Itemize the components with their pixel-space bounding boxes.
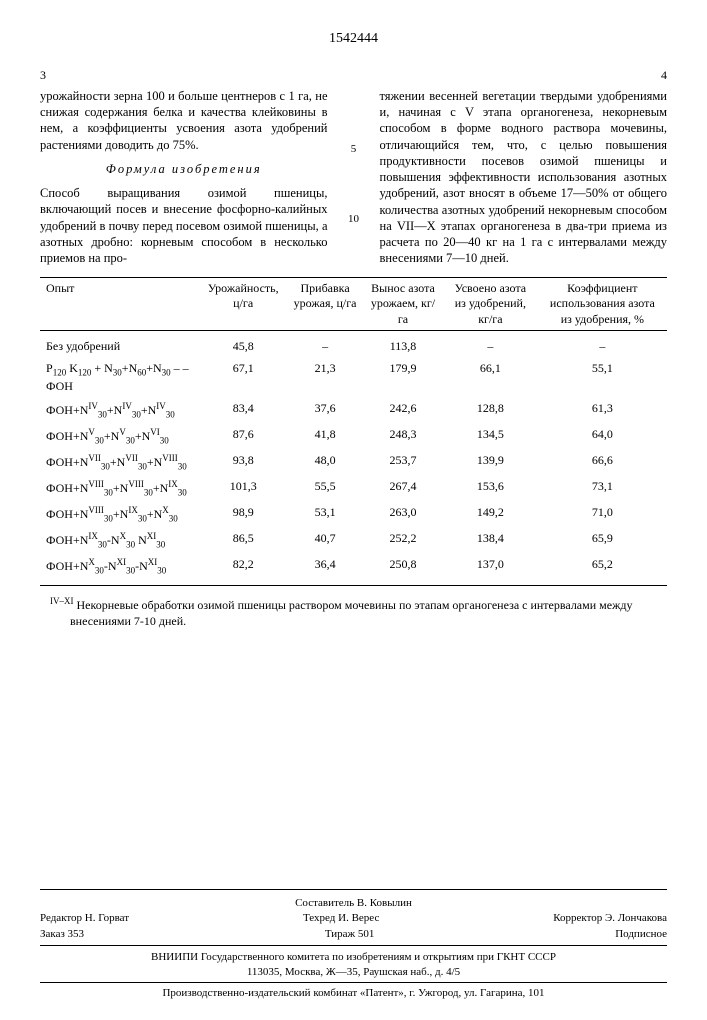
cell: 250,8 (363, 554, 443, 586)
row-label: ФОН+NX30-NXI30-NXI30 (40, 554, 199, 586)
row-label: ФОН+NV30+NV30+NVI30 (40, 424, 199, 450)
cell: 45,8 (199, 331, 287, 358)
cell: 55,5 (287, 476, 363, 502)
row-label: ФОН+NIX30-NX30 NXI30 (40, 528, 199, 554)
cell: 149,2 (443, 502, 538, 528)
cell: 153,6 (443, 476, 538, 502)
table-row: ФОН+NVIII30+NVIII30+NIX30101,355,5267,41… (40, 476, 667, 502)
cell: 40,7 (287, 528, 363, 554)
footnote-text: Некорневые обработки озимой пшеницы раст… (70, 598, 632, 628)
row-label: ФОН+NVIII30+NIX30+NX30 (40, 502, 199, 528)
cell: 253,7 (363, 450, 443, 476)
page-right: 4 (661, 68, 667, 84)
row-label: ФОН+NVII30+NVII30+NVIII30 (40, 450, 199, 476)
cell: 21,3 (287, 358, 363, 398)
cell: 179,9 (363, 358, 443, 398)
editor: Редактор Н. Горват (40, 911, 129, 925)
table-row: ФОН+NVIII30+NIX30+NX3098,953,1263,0149,2… (40, 502, 667, 528)
org2: 113035, Москва, Ж—35, Раушская наб., д. … (40, 965, 667, 979)
row-label: P120 K120 + N30+N60+N30 – –ФОН (40, 358, 199, 398)
formula-title: Формула изобретения (40, 161, 328, 177)
table-row: ФОН+NIX30-NX30 NXI3086,540,7252,2138,465… (40, 528, 667, 554)
cell: 65,2 (538, 554, 667, 586)
cell: 98,9 (199, 502, 287, 528)
data-table: ОпытУрожайность, ц/гаПрибавка урожая, ц/… (40, 277, 667, 587)
cell: 242,6 (363, 398, 443, 424)
org1: ВНИИПИ Государственного комитета по изоб… (40, 950, 667, 964)
table-row: ФОН+NVII30+NVII30+NVIII3093,848,0253,713… (40, 450, 667, 476)
line-5: 5 (348, 142, 360, 156)
cell: 66,1 (443, 358, 538, 398)
cell: 113,8 (363, 331, 443, 358)
col-header: Урожайность, ц/га (199, 277, 287, 331)
cell: – (443, 331, 538, 358)
patent-number: 1542444 (40, 30, 667, 48)
cell: 66,6 (538, 450, 667, 476)
col-header: Усвоено азота из удобрений, кг/га (443, 277, 538, 331)
left-column: урожайности зерна 100 и больше центнеров… (40, 88, 328, 267)
order: Заказ 353 (40, 927, 84, 941)
cell: 248,3 (363, 424, 443, 450)
table-row: ФОН+NV30+NV30+NVI3087,641,8248,3134,564,… (40, 424, 667, 450)
cell: 128,8 (443, 398, 538, 424)
left-p1: урожайности зерна 100 и больше центнеров… (40, 88, 328, 153)
col-header: Опыт (40, 277, 199, 331)
table-row: ФОН+NIV30+NIV30+NIV3083,437,6242,6128,86… (40, 398, 667, 424)
cell: 87,6 (199, 424, 287, 450)
cell: 139,9 (443, 450, 538, 476)
page-left: 3 (40, 68, 46, 84)
tech: Техред И. Верес (303, 911, 379, 925)
cell: 82,2 (199, 554, 287, 586)
cell: 64,0 (538, 424, 667, 450)
org3: Производственно-издательский комбинат «П… (40, 982, 667, 1000)
row-label: Без удобрений (40, 331, 199, 358)
table-row: ФОН+NX30-NXI30-NXI3082,236,4250,8137,065… (40, 554, 667, 586)
cell: 65,9 (538, 528, 667, 554)
col-header: Вынос азота урожаем, кг/га (363, 277, 443, 331)
cell: 73,1 (538, 476, 667, 502)
sign: Подписное (615, 927, 667, 941)
line-10: 10 (348, 212, 360, 226)
cell: 101,3 (199, 476, 287, 502)
cell: 48,0 (287, 450, 363, 476)
footer: Составитель В. Ковылин Редактор Н. Горва… (40, 889, 667, 1000)
cell: 93,8 (199, 450, 287, 476)
cell: – (538, 331, 667, 358)
right-column: тяжении весенней вегетации твердыми удоб… (380, 88, 668, 267)
footnote-sup: IV–XI (50, 596, 74, 606)
cell: 71,0 (538, 502, 667, 528)
text-columns: урожайности зерна 100 и больше центнеров… (40, 88, 667, 267)
cell: 36,4 (287, 554, 363, 586)
cell: 67,1 (199, 358, 287, 398)
cell: 53,1 (287, 502, 363, 528)
compiler: Составитель В. Ковылин (40, 896, 667, 910)
col-header: Прибавка урожая, ц/га (287, 277, 363, 331)
row-label: ФОН+NVIII30+NVIII30+NIX30 (40, 476, 199, 502)
cell: 267,4 (363, 476, 443, 502)
table-row: Без удобрений45,8–113,8–– (40, 331, 667, 358)
tirazh: Тираж 501 (325, 927, 375, 941)
cell: 137,0 (443, 554, 538, 586)
cell: 263,0 (363, 502, 443, 528)
footnote: IV–XI Некорневые обработки озимой пшениц… (40, 596, 667, 629)
left-p2: Способ выращивания озимой пшеницы, включ… (40, 185, 328, 266)
cell: – (287, 331, 363, 358)
cell: 134,5 (443, 424, 538, 450)
row-label: ФОН+NIV30+NIV30+NIV30 (40, 398, 199, 424)
cell: 61,3 (538, 398, 667, 424)
cell: 252,2 (363, 528, 443, 554)
corrector: Корректор Э. Лончакова (553, 911, 667, 925)
cell: 37,6 (287, 398, 363, 424)
cell: 138,4 (443, 528, 538, 554)
col-header: Коэффициент использования азота из удобр… (538, 277, 667, 331)
cell: 83,4 (199, 398, 287, 424)
cell: 41,8 (287, 424, 363, 450)
right-p1: тяжении весенней вегетации твердыми удоб… (380, 88, 668, 267)
table-row: P120 K120 + N30+N60+N30 – –ФОН67,121,317… (40, 358, 667, 398)
cell: 55,1 (538, 358, 667, 398)
cell: 86,5 (199, 528, 287, 554)
